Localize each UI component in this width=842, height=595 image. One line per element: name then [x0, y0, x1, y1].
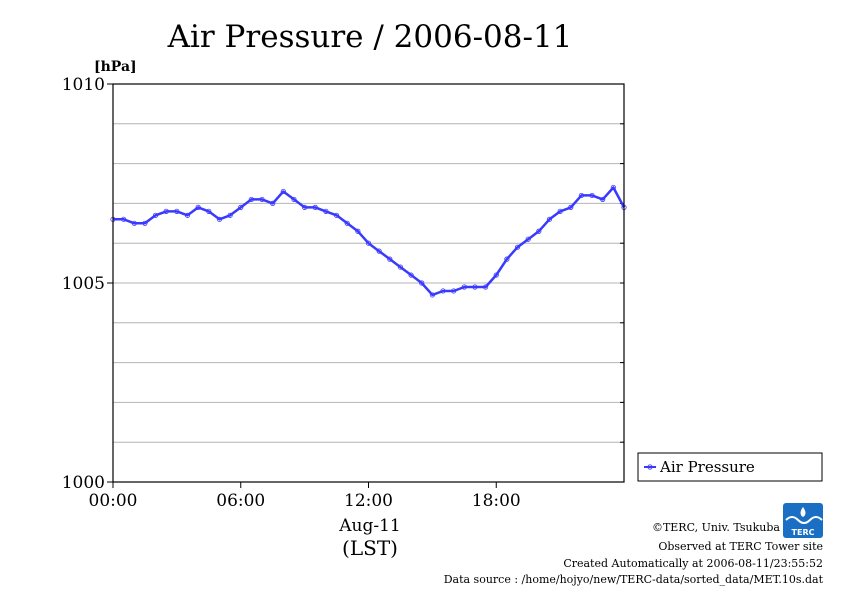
data-point	[440, 288, 446, 294]
y-axis-unit: [hPa]	[94, 59, 137, 75]
data-point	[408, 272, 414, 278]
data-point	[142, 220, 148, 226]
data-point	[216, 216, 223, 222]
data-point	[504, 256, 510, 262]
credit-created: Created Automatically at 2006-08-11/23:5…	[563, 557, 823, 570]
data-point	[557, 208, 563, 214]
series-line	[113, 186, 626, 297]
data-point	[387, 256, 393, 262]
data-point	[610, 184, 616, 191]
plot-frame	[112, 83, 625, 483]
data-point	[514, 244, 521, 250]
legend-box	[637, 452, 823, 482]
data-point	[184, 212, 191, 218]
data-point	[365, 240, 372, 246]
data-point	[152, 212, 159, 218]
logo-text: TERC	[792, 528, 815, 537]
data-point	[131, 220, 137, 226]
x-axis-label: Aug-11	[338, 516, 400, 536]
logo-wave-icon	[785, 516, 823, 524]
data-point	[280, 188, 286, 195]
y-tick-label: 1005	[62, 274, 105, 294]
data-point	[312, 204, 318, 210]
data-point	[227, 212, 233, 218]
x-axis-ticks: 00:00 06:00 12:00 18:00	[89, 482, 521, 511]
x-tick-label: 06:00	[216, 491, 265, 511]
logo-background	[783, 503, 823, 538]
data-point	[206, 208, 212, 214]
data-point	[270, 200, 276, 206]
data-point	[568, 204, 574, 210]
data-point	[589, 192, 595, 199]
data-point	[174, 208, 180, 214]
x-tick-label: 00:00	[89, 491, 138, 511]
series-group	[110, 184, 627, 298]
legend-swatch-marker	[647, 464, 653, 470]
data-point	[472, 284, 478, 290]
x-axis-sublabel: (LST)	[342, 536, 398, 560]
chart-title: Air Pressure / 2006-08-11	[167, 19, 573, 55]
credit-site: Observed at TERC Tower site	[658, 540, 823, 553]
x-tick-label: 18:00	[472, 491, 521, 511]
data-point	[483, 284, 489, 290]
data-point	[376, 248, 382, 254]
data-point	[302, 204, 308, 210]
data-point	[429, 292, 435, 298]
data-point	[600, 196, 606, 203]
data-point	[323, 208, 329, 214]
credit-copyright: ©TERC, Univ. Tsukuba	[652, 521, 780, 534]
data-point	[248, 196, 254, 203]
data-point	[578, 192, 585, 199]
data-point	[333, 212, 340, 218]
data-point	[195, 204, 201, 210]
data-point	[397, 264, 404, 270]
x-tick-label: 12:00	[344, 491, 393, 511]
terc-logo: TERC	[783, 503, 823, 538]
legend-entry-air-pressure: Air Pressure	[659, 458, 755, 476]
data-point	[238, 204, 244, 210]
data-point	[546, 216, 553, 222]
data-point	[163, 208, 169, 214]
data-point	[259, 196, 265, 203]
y-axis-ticks: 1000 1005 1010	[62, 75, 624, 493]
credit-source: Data source : /home/hojyo/new/TERC-data/…	[444, 573, 824, 586]
y-tick-label: 1000	[62, 473, 105, 493]
logo-drop-icon	[800, 507, 806, 517]
data-point	[419, 280, 425, 286]
data-point	[121, 216, 127, 222]
data-point	[451, 288, 457, 294]
data-point	[344, 220, 350, 226]
gridlines	[113, 123, 624, 443]
y-tick-label: 1010	[62, 75, 105, 95]
data-point	[493, 272, 499, 278]
data-point	[291, 196, 297, 203]
data-point	[355, 228, 361, 234]
data-point	[536, 228, 542, 234]
data-point	[461, 284, 467, 290]
legend: Air Pressure	[637, 452, 823, 482]
data-point	[525, 236, 531, 242]
